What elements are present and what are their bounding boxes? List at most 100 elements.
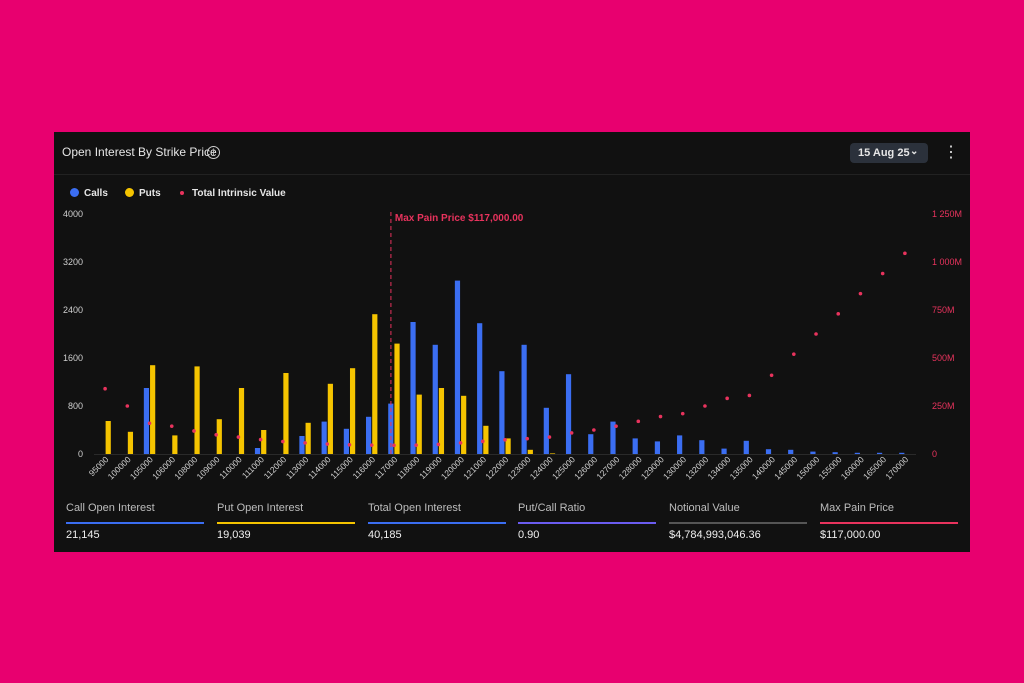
x-tick-label: 113000	[284, 454, 311, 481]
x-tick-label: 111000	[240, 454, 266, 480]
intrinsic-value-point	[303, 441, 307, 445]
calls-bar	[588, 434, 594, 454]
intrinsic-value-point	[769, 373, 774, 378]
puts-bar	[283, 373, 289, 454]
summary-stats: Call Open Interest 21,145 Put Open Inter…	[54, 502, 970, 552]
intrinsic-value-point	[347, 442, 352, 447]
puts-bar	[150, 365, 156, 454]
calls-bar	[254, 448, 261, 454]
y-left-tick-label: 1600	[63, 353, 83, 363]
intrinsic-value-point	[569, 431, 574, 435]
intrinsic-value-point	[169, 424, 174, 428]
y-left-tick-label: 3200	[63, 257, 83, 267]
calls-bar	[788, 449, 794, 454]
puts-bar	[438, 388, 445, 454]
intrinsic-value-point	[125, 404, 130, 408]
x-tick-label: 108000	[172, 454, 199, 481]
puts-bar	[483, 425, 489, 454]
intrinsic-value-point	[903, 251, 907, 256]
intrinsic-value-point	[703, 404, 707, 408]
calls-bar	[299, 436, 305, 454]
x-tick-label: 130000	[661, 454, 688, 481]
calls-bar	[343, 428, 349, 454]
stat-put-call-ratio: Put/Call Ratio 0.90	[518, 502, 656, 541]
x-tick-label: 118000	[395, 454, 422, 481]
open-interest-panel: Open Interest By Strike Price i 15 Aug 2…	[54, 132, 970, 552]
x-tick-label: 160000	[839, 454, 866, 481]
x-tick-label: 128000	[617, 454, 644, 481]
intrinsic-value-point	[592, 428, 596, 432]
puts-bar	[194, 366, 200, 454]
x-tick-label: 134000	[705, 454, 732, 481]
intrinsic-value-point	[858, 291, 863, 296]
puts-bar	[372, 314, 378, 454]
x-tick-label: 129000	[639, 454, 666, 481]
stat-label: Notional Value	[669, 502, 740, 514]
stat-call-open-interest: Call Open Interest 21,145	[66, 502, 204, 541]
open-interest-chart: 0 800 1600 2400 3200 4000 0 250M 500M 750M 1 000M 1…	[63, 209, 962, 481]
x-tick-label: 119000	[417, 454, 444, 481]
y-left-tick-label: 4000	[63, 209, 83, 219]
calls-bar	[432, 344, 438, 454]
calls-bar	[832, 452, 838, 454]
stat-underline	[669, 522, 807, 524]
puts-bar	[216, 419, 222, 454]
legend-calls[interactable]: Calls	[70, 188, 108, 199]
puts-bar	[261, 430, 267, 454]
kebab-menu-icon[interactable]: ⋮	[943, 144, 959, 161]
stat-put-open-interest: Put Open Interest 19,039	[217, 502, 355, 541]
intrinsic-value-point	[214, 433, 218, 437]
x-tick-label: 155000	[817, 454, 844, 481]
calls-bar	[743, 440, 749, 454]
calls-bar	[321, 421, 327, 454]
calls-bar	[565, 374, 572, 454]
puts-bar	[172, 435, 178, 454]
x-tick-label: 100000	[106, 454, 133, 481]
puts-bar	[505, 438, 511, 454]
calls-bar	[721, 448, 727, 454]
puts-bar	[549, 453, 556, 454]
info-icon[interactable]: i	[207, 146, 220, 159]
calls-bar	[654, 441, 661, 454]
puts-bar	[305, 422, 311, 454]
legend-intrinsic[interactable]: Total Intrinsic Value	[178, 188, 286, 199]
stat-total-open-interest: Total Open Interest 40,185	[368, 502, 506, 541]
panel-header: Open Interest By Strike Price i 15 Aug 2…	[54, 132, 970, 175]
calls-bar	[632, 438, 638, 454]
x-tick-label: 150000	[794, 454, 821, 481]
intrinsic-value-point	[547, 435, 552, 439]
puts-bar	[127, 431, 134, 454]
y-right-tick-label: 0	[932, 449, 937, 459]
expiry-date-selector[interactable]: 15 Aug 25 ⌄	[850, 143, 928, 163]
x-tick-label: 115000	[328, 454, 355, 481]
x-tick-label: 120000	[439, 454, 466, 481]
puts-bar	[327, 383, 333, 454]
stat-underline	[518, 522, 656, 524]
intrinsic-value-point	[636, 419, 641, 424]
x-tick-label: 121000	[461, 454, 488, 481]
x-tick-label: 127000	[594, 454, 621, 481]
calls-bar	[499, 371, 505, 454]
stat-value: 19,039	[217, 529, 251, 541]
puts-bar	[416, 394, 422, 454]
intrinsic-value-point	[103, 386, 107, 391]
chevron-down-icon: ⌄	[910, 146, 919, 157]
x-tick-label: 170000	[883, 454, 910, 481]
stat-label: Max Pain Price	[820, 502, 894, 514]
intrinsic-value-point	[392, 443, 396, 448]
stat-underline	[217, 522, 355, 524]
calls-bar	[699, 440, 705, 454]
calls-bar	[543, 407, 549, 454]
expiry-date-label: 15 Aug 25	[858, 147, 910, 159]
x-tick-label: 145000	[772, 454, 799, 481]
stat-label: Total Open Interest	[368, 502, 461, 514]
y-right-tick-label: 500M	[932, 353, 955, 363]
x-tick-label: 116000	[350, 454, 377, 481]
legend-calls-label: Calls	[84, 188, 108, 199]
legend-puts-label: Puts	[139, 188, 161, 199]
x-tick-label: 126000	[572, 454, 599, 481]
intrinsic-value-point	[836, 312, 841, 316]
stat-notional-value: Notional Value $4,784,993,046.36	[669, 502, 807, 541]
legend-puts[interactable]: Puts	[125, 188, 161, 199]
calls-bar	[410, 322, 416, 454]
